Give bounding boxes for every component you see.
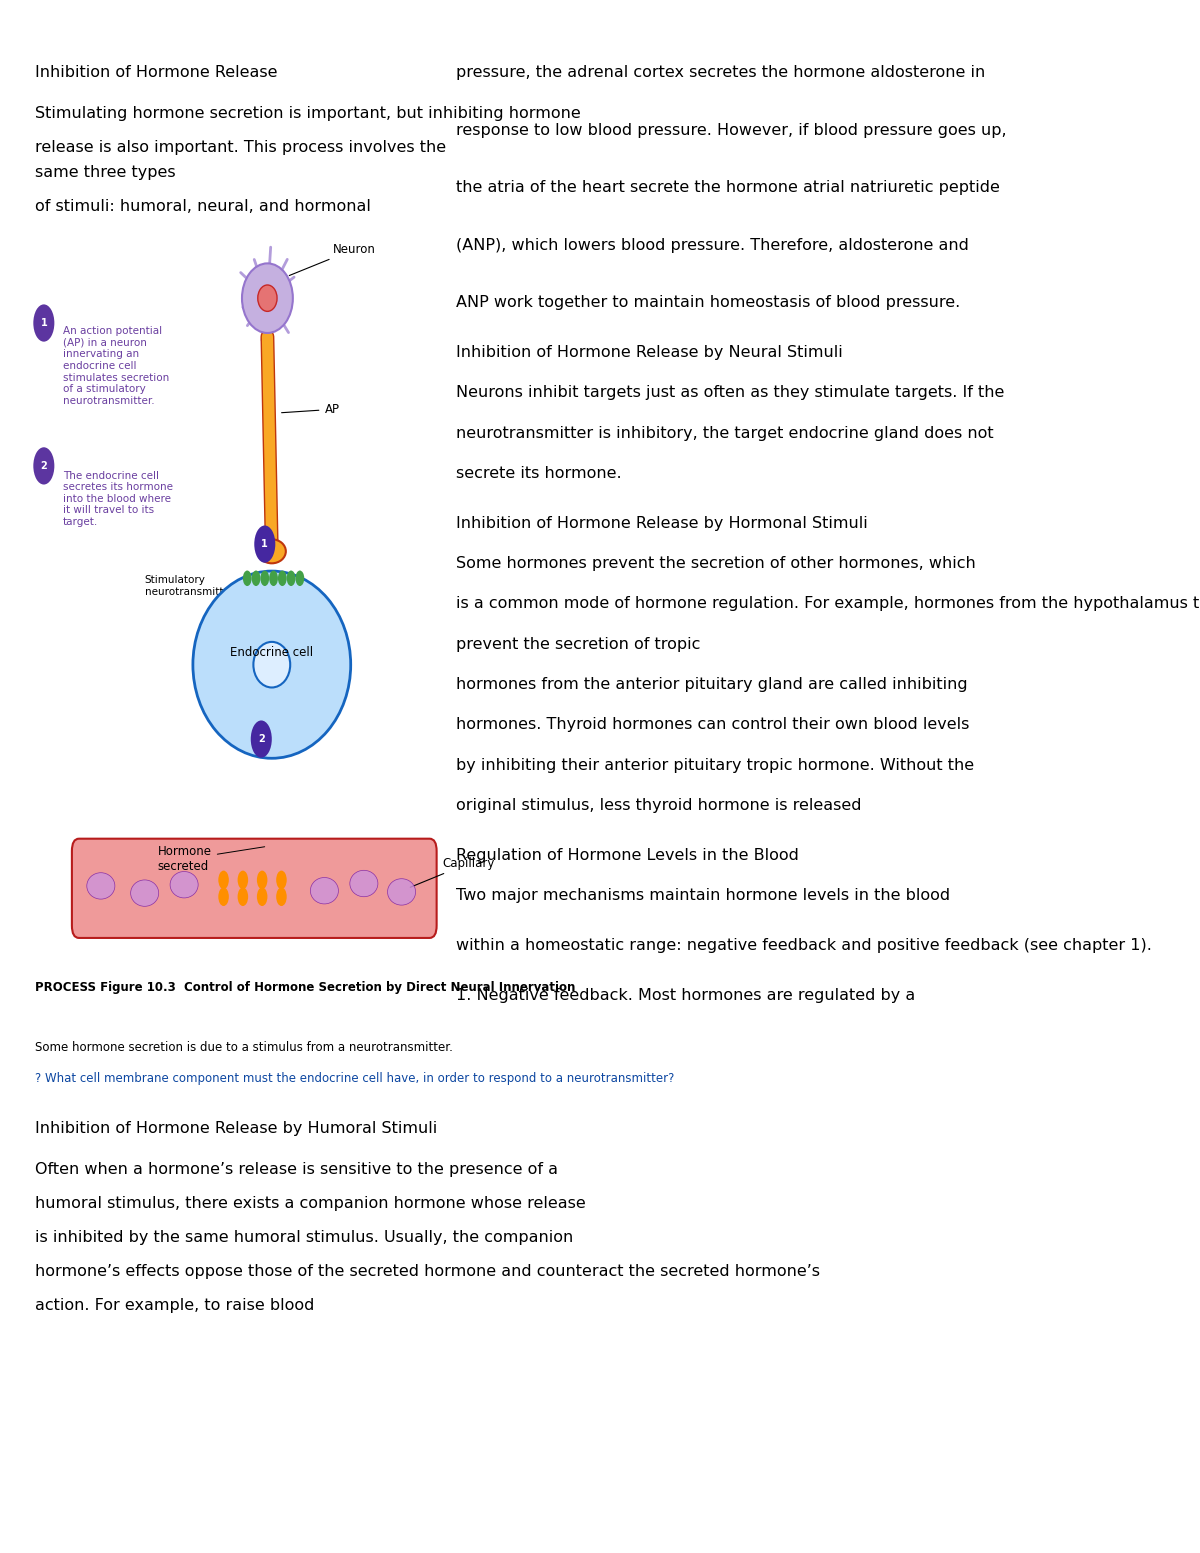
Circle shape [218,871,229,890]
Ellipse shape [86,873,115,899]
Text: Often when a hormone’s release is sensitive to the presence of a: Often when a hormone’s release is sensit… [35,1162,558,1177]
Text: The endocrine cell
secretes its hormone
into the blood where
it will travel to i: The endocrine cell secretes its hormone … [64,471,173,526]
Text: within a homeostatic range: negative feedback and positive feedback (see chapter: within a homeostatic range: negative fee… [456,938,1152,954]
Circle shape [295,570,305,585]
Ellipse shape [242,264,293,332]
Circle shape [254,525,275,562]
Text: prevent the secretion of tropic: prevent the secretion of tropic [456,637,701,652]
Circle shape [269,570,278,585]
Ellipse shape [170,871,198,898]
Text: Inhibition of Hormone Release by Neural Stimuli: Inhibition of Hormone Release by Neural … [456,345,842,360]
Circle shape [34,304,54,342]
Text: 2: 2 [41,461,47,471]
Text: Regulation of Hormone Levels in the Blood: Regulation of Hormone Levels in the Bloo… [456,848,799,863]
Ellipse shape [311,877,338,904]
Text: Neurons inhibit targets just as often as they stimulate targets. If the: Neurons inhibit targets just as often as… [456,385,1004,401]
Text: Some hormones prevent the secretion of other hormones, which: Some hormones prevent the secretion of o… [456,556,976,572]
Text: hormones from the anterior pituitary gland are called inhibiting: hormones from the anterior pituitary gla… [456,677,967,693]
Circle shape [278,570,287,585]
Text: same three types: same three types [35,165,175,180]
Ellipse shape [193,572,350,758]
Text: is inhibited by the same humoral stimulus. Usually, the companion: is inhibited by the same humoral stimulu… [35,1230,574,1246]
Circle shape [252,570,260,585]
Circle shape [242,570,252,585]
Text: AP: AP [282,402,340,416]
Text: humoral stimulus, there exists a companion hormone whose release: humoral stimulus, there exists a compani… [35,1196,586,1211]
Text: Neuron: Neuron [289,242,376,275]
Text: Inhibition of Hormone Release by Hormonal Stimuli: Inhibition of Hormone Release by Hormona… [456,516,868,531]
Text: Two major mechanisms maintain hormone levels in the blood: Two major mechanisms maintain hormone le… [456,888,950,904]
Text: ANP work together to maintain homeostasis of blood pressure.: ANP work together to maintain homeostasi… [456,295,960,311]
Text: Capillary: Capillary [410,857,496,887]
Text: 2: 2 [258,735,265,744]
Text: PROCESS Figure 10.3  Control of Hormone Secretion by Direct Neural Innervation: PROCESS Figure 10.3 Control of Hormone S… [35,981,576,994]
FancyBboxPatch shape [72,839,437,938]
Circle shape [257,871,268,890]
Circle shape [276,871,287,890]
Text: An action potential
(AP) in a neuron
innervating an
endocrine cell
stimulates se: An action potential (AP) in a neuron inn… [64,326,169,405]
Text: 1. Negative feedback. Most hormones are regulated by a: 1. Negative feedback. Most hormones are … [456,988,916,1003]
Text: is a common mode of hormone regulation. For example, hormones from the hypothala: is a common mode of hormone regulation. … [456,596,1200,612]
Text: hormones. Thyroid hormones can control their own blood levels: hormones. Thyroid hormones can control t… [456,717,970,733]
Text: Inhibition of Hormone Release by Humoral Stimuli: Inhibition of Hormone Release by Humoral… [35,1121,437,1137]
Text: (ANP), which lowers blood pressure. Therefore, aldosterone and: (ANP), which lowers blood pressure. Ther… [456,238,968,253]
Circle shape [238,887,248,905]
Ellipse shape [258,286,277,311]
Text: Stimulatory
neurotransmitter: Stimulatory neurotransmitter [145,576,252,596]
Circle shape [218,887,229,905]
Text: response to low blood pressure. However, if blood pressure goes up,: response to low blood pressure. However,… [456,123,1007,138]
Circle shape [287,570,295,585]
Text: the atria of the heart secrete the hormone atrial natriuretic peptide: the atria of the heart secrete the hormo… [456,180,1000,196]
Text: Inhibition of Hormone Release: Inhibition of Hormone Release [35,65,277,81]
Ellipse shape [131,881,158,907]
Text: secrete its hormone.: secrete its hormone. [456,466,622,481]
Text: ? What cell membrane component must the endocrine cell have, in order to respond: ? What cell membrane component must the … [35,1072,674,1084]
Text: Some hormone secretion is due to a stimulus from a neurotransmitter.: Some hormone secretion is due to a stimu… [35,1041,452,1053]
Ellipse shape [350,870,378,896]
Text: Hormone
secreted: Hormone secreted [158,845,265,873]
Text: Stimulating hormone secretion is important, but inhibiting hormone: Stimulating hormone secretion is importa… [35,106,581,121]
Circle shape [260,570,269,585]
Circle shape [34,447,54,485]
Text: pressure, the adrenal cortex secretes the hormone aldosterone in: pressure, the adrenal cortex secretes th… [456,65,985,81]
Text: original stimulus, less thyroid hormone is released: original stimulus, less thyroid hormone … [456,798,862,814]
Ellipse shape [258,539,286,564]
Ellipse shape [253,641,290,688]
Text: Endocrine cell: Endocrine cell [230,646,313,658]
Circle shape [238,871,248,890]
Text: of stimuli: humoral, neural, and hormonal: of stimuli: humoral, neural, and hormona… [35,199,371,214]
Circle shape [276,887,287,905]
Text: release is also important. This process involves the: release is also important. This process … [35,140,446,155]
Text: action. For example, to raise blood: action. For example, to raise blood [35,1298,314,1314]
Text: hormone’s effects oppose those of the secreted hormone and counteract the secret: hormone’s effects oppose those of the se… [35,1264,820,1280]
Text: 1: 1 [41,318,47,328]
Circle shape [251,721,272,758]
Text: neurotransmitter is inhibitory, the target endocrine gland does not: neurotransmitter is inhibitory, the targ… [456,426,994,441]
Ellipse shape [388,879,415,905]
Text: 1: 1 [262,539,268,550]
Text: by inhibiting their anterior pituitary tropic hormone. Without the: by inhibiting their anterior pituitary t… [456,758,974,773]
Circle shape [257,887,268,905]
